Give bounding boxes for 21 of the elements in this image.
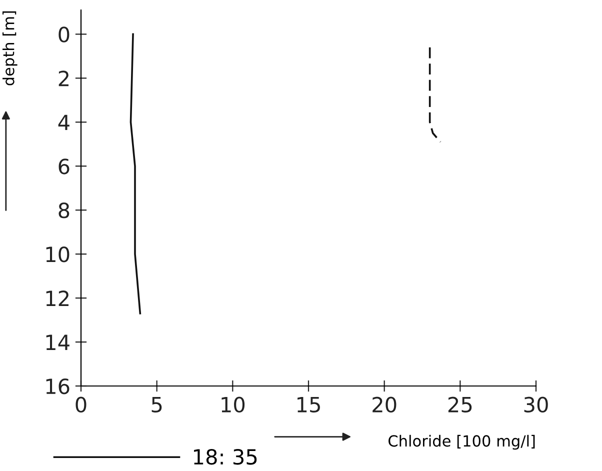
y-tick-label: 14: [46, 334, 70, 350]
y-tick-label: 4: [58, 114, 70, 130]
x-tick-label: 15: [298, 397, 320, 413]
x-tick-label: 0: [76, 396, 86, 413]
x-tick-label: 10: [222, 396, 245, 413]
y-tick-label: 6: [58, 158, 70, 174]
y-axis-title: depth [m]: [2, 11, 18, 86]
x-tick-label: 25: [448, 396, 472, 413]
x-tick-label: 5: [152, 397, 162, 413]
x-tick-label: 20: [372, 396, 396, 413]
y-tick-label: 0: [58, 26, 70, 42]
x-tick-label: 30: [524, 396, 548, 413]
y-tick-label: 8: [58, 202, 70, 218]
line-series: [130, 33, 142, 314]
x-axis-title: Chloride [100 mg/l]: [388, 434, 535, 450]
text: 18: 35: [194, 448, 257, 465]
line-series: [428, 46, 442, 143]
y-tick-label: 2: [58, 70, 68, 86]
y-tick-label: 16: [46, 378, 70, 394]
y-tick-label: 10: [46, 246, 70, 262]
y-tick-label: 12: [46, 290, 68, 306]
